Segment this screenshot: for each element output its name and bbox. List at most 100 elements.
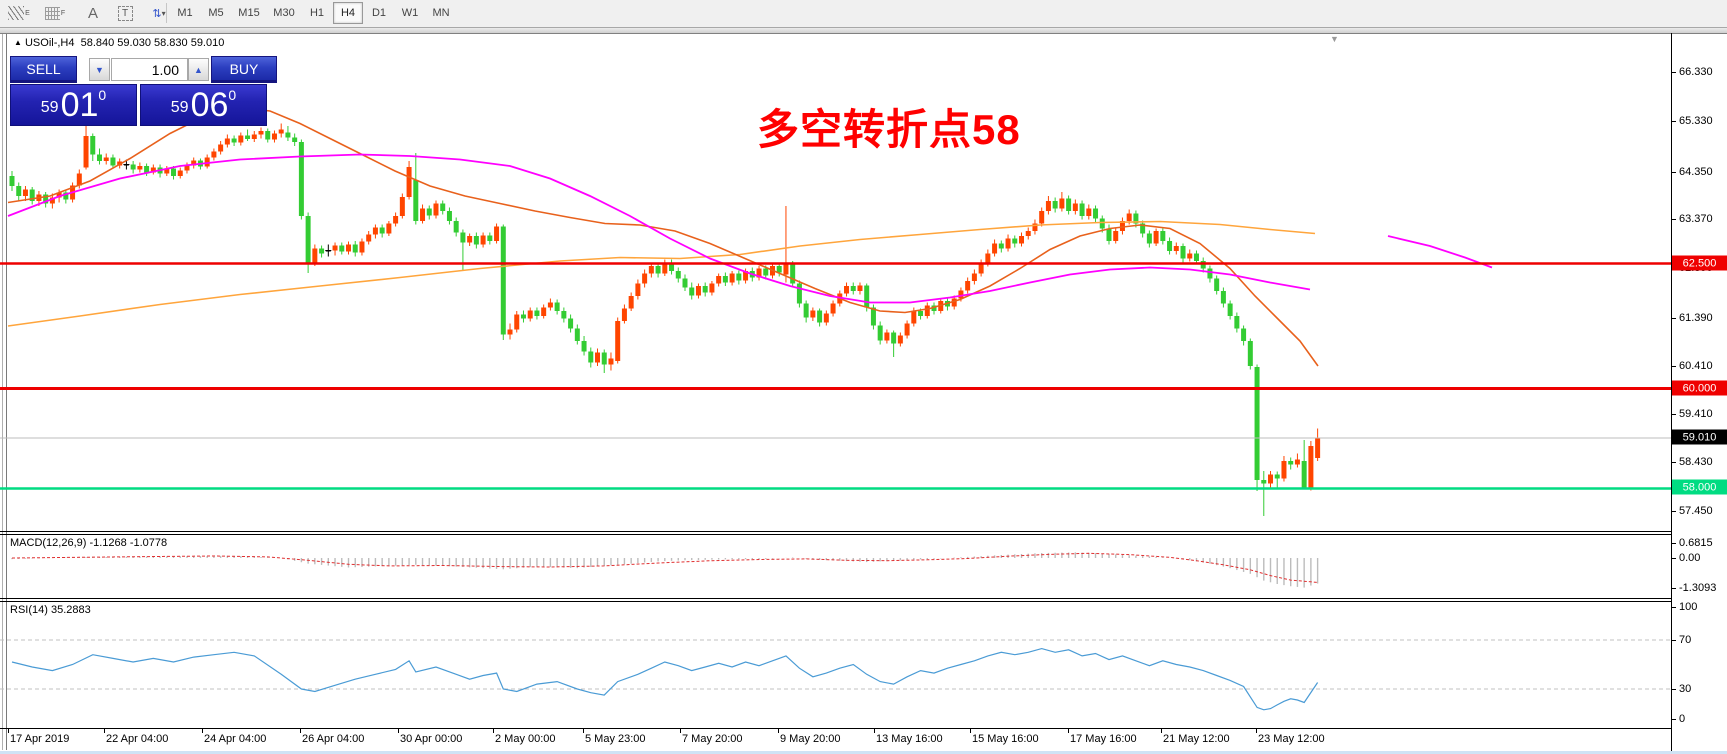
indicator-axis-label: 30 (1679, 683, 1692, 695)
chart-annotation-text: 多空转折点58 (757, 106, 1021, 153)
volume-increase-button[interactable]: ▲ (188, 58, 209, 81)
macd-rsi-separator2 (0, 601, 1672, 602)
volume-decrease-button[interactable]: ▼ (89, 58, 110, 81)
buy-price-big: 06 (190, 86, 229, 124)
timeframe-button-w1[interactable]: W1 (401, 7, 419, 19)
timeframe-button-m5[interactable]: M5 (208, 7, 224, 19)
time-axis-label: 26 Apr 04:00 (302, 733, 365, 745)
time-axis-label: 13 May 16:00 (876, 733, 943, 745)
time-axis-label: 22 Apr 04:00 (106, 733, 169, 745)
indicator-tick (1672, 719, 1676, 720)
price-level-badge: 60.000 (1672, 380, 1727, 396)
fibonacci-tool-icon[interactable]: F (42, 2, 68, 24)
symbol-collapse-icon[interactable]: ▲ (14, 38, 22, 47)
macd-label: MACD(12,26,9) -1.1268 -1.0778 (10, 537, 168, 549)
timeframe-button-mn[interactable]: MN (432, 7, 450, 19)
timeframe-button-m15[interactable]: M15 (238, 7, 260, 19)
channel-tool-icon[interactable]: E (6, 2, 32, 24)
time-axis-label: 2 May 00:00 (495, 733, 556, 745)
indicator-axis-label: 70 (1679, 634, 1692, 646)
price-axis-label: 57.450 (1679, 505, 1713, 517)
dotgrid-glyph (44, 6, 60, 20)
volume-input[interactable] (111, 58, 188, 81)
price-tick (1672, 219, 1676, 220)
timeframe-button-m30[interactable]: M30 (273, 7, 295, 19)
fibonacci-tool-letter: F (60, 9, 66, 17)
time-axis-label: 9 May 20:00 (780, 733, 841, 745)
hatch-glyph (8, 6, 25, 20)
sell-button-label: SELL (26, 60, 61, 77)
time-tick (583, 729, 584, 733)
indicator-axis-label: -1.3093 (1679, 582, 1717, 594)
sell-price-sup: 0 (98, 87, 107, 103)
price-level-badge: 62.500 (1672, 255, 1727, 271)
chart-macd-separator[interactable] (0, 531, 1672, 532)
time-tick (778, 729, 779, 733)
chart-scroll-strip[interactable] (0, 28, 1727, 34)
chart-shift-marker-icon[interactable]: ▼ (1330, 34, 1339, 44)
time-axis-label: 17 Apr 2019 (10, 733, 70, 745)
time-tick (300, 729, 301, 733)
buy-price-sup: 0 (228, 87, 237, 103)
rsi-timeaxis-separator (0, 728, 1672, 729)
indicator-axis-label: 0.6815 (1679, 537, 1713, 549)
price-tick (1672, 366, 1676, 367)
price-tick (1672, 121, 1676, 122)
sell-price-small: 59 (40, 99, 59, 116)
timeframe-button-m1[interactable]: M1 (177, 7, 193, 19)
indicator-axis-label: 0 (1679, 713, 1686, 725)
time-axis-label: 30 Apr 00:00 (400, 733, 463, 745)
buy-price-box[interactable]: 59 06 0 (140, 84, 267, 126)
time-tick (970, 729, 971, 733)
indicator-tick (1672, 640, 1676, 641)
price-axis-label: 63.370 (1679, 213, 1713, 225)
macd-rsi-separator[interactable] (0, 598, 1672, 599)
sell-price-box[interactable]: 59 01 0 (10, 84, 137, 126)
toolbar: E F A T ⇅ ▾ M1 M5 M15 M30 H1 H4 D1 W1 MN (0, 0, 1727, 28)
timeframe-button-h1[interactable]: H1 (309, 7, 325, 19)
buy-button[interactable]: BUY (211, 56, 277, 83)
text-tool-letter: A (87, 4, 98, 22)
price-tick (1672, 511, 1676, 512)
chart-canvas[interactable] (0, 33, 1672, 751)
sell-price-big: 01 (60, 86, 99, 124)
price-level-badge: 59.010 (1672, 429, 1727, 445)
sell-button[interactable]: SELL (10, 56, 77, 83)
time-tick (104, 729, 105, 733)
price-axis-label: 59.410 (1679, 408, 1713, 420)
price-tick (1672, 172, 1676, 173)
indicator-tick (1672, 543, 1676, 544)
time-tick (1161, 729, 1162, 733)
timeframe-button-h4[interactable]: H4 (333, 2, 363, 24)
chart-window[interactable] (0, 34, 1727, 751)
time-axis-label: 5 May 23:00 (585, 733, 646, 745)
time-axis-label: 17 May 16:00 (1070, 733, 1137, 745)
indicator-tick (1672, 558, 1676, 559)
spinner-down-icon: ▼ (95, 64, 104, 75)
price-axis-label: 61.390 (1679, 312, 1713, 324)
indicator-tick (1672, 607, 1676, 608)
label-tool-letter: T (117, 5, 133, 21)
price-axis-label: 58.430 (1679, 456, 1713, 468)
symbol-ohlc-text: USOil-,H4 58.840 59.030 58.830 59.010 (21, 37, 225, 49)
time-tick (1068, 729, 1069, 733)
indicator-tick (1672, 588, 1676, 589)
text-tool-icon[interactable]: A (80, 2, 106, 24)
label-tool-icon[interactable]: T (112, 2, 138, 24)
arrows-tool-icon[interactable]: ⇅ ▾ (144, 2, 174, 24)
time-tick (1256, 729, 1257, 733)
status-strip (0, 751, 1727, 754)
time-tick (398, 729, 399, 733)
timeframe-button-d1[interactable]: D1 (371, 7, 387, 19)
price-axis-label: 66.330 (1679, 66, 1713, 78)
time-tick (202, 729, 203, 733)
channel-tool-letter: E (25, 9, 30, 17)
price-axis-label: 60.410 (1679, 360, 1713, 372)
price-axis-line[interactable] (1671, 33, 1672, 751)
indicator-axis-label: 0.00 (1679, 552, 1701, 564)
symbol-info-bar: ▲ USOil-,H4 58.840 59.030 58.830 59.010 (14, 37, 224, 49)
price-axis-label: 65.330 (1679, 115, 1713, 127)
time-axis-label: 7 May 20:00 (682, 733, 743, 745)
